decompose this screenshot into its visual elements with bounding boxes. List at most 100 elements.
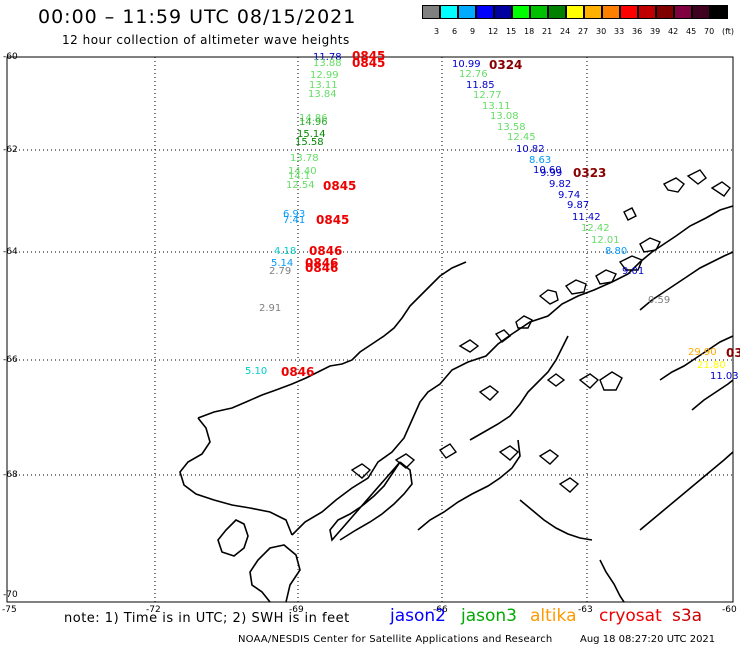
obs-label: 12.01 (591, 235, 620, 246)
lat-label-62: -62 (3, 145, 18, 155)
colorbar-swatch (458, 5, 476, 19)
graticule (7, 57, 733, 602)
colorbar-label: 70 (704, 27, 715, 36)
time-label: 0845 (352, 49, 386, 63)
obs-label: 12.45 (507, 132, 536, 143)
colorbar-swatch (638, 5, 656, 19)
colorbar-label: (ft) (722, 27, 735, 36)
colorbar-label: 3 (434, 27, 440, 36)
colorbar-label: 27 (578, 27, 589, 36)
colorbar-swatch (512, 5, 530, 19)
page-subtitle: 12 hour collection of altimeter wave hei… (62, 33, 350, 47)
obs-label: 10.82 (516, 144, 545, 155)
obs-label: 12.54 (286, 180, 315, 191)
colorbar-label: 30 (596, 27, 607, 36)
map-frame (6, 56, 734, 603)
colorbar-swatch (674, 5, 692, 19)
obs-label: 2.91 (259, 303, 282, 314)
obs-label: 5.10 (245, 366, 268, 377)
lon-label-60: -60 (722, 605, 737, 615)
colorbar-swatch (656, 5, 674, 19)
obs-label: 14.96 (299, 117, 328, 128)
time-label: 0845 (352, 56, 386, 70)
obs-label: 9.87 (567, 200, 590, 211)
obs-label: 2.79 (269, 266, 292, 277)
lon-label-69: -69 (289, 605, 304, 615)
lon-label-63: -63 (578, 605, 593, 615)
legend-jason3: jason3 (461, 606, 517, 626)
lat-label-70: -70 (3, 590, 18, 600)
lat-label-68: -68 (3, 470, 18, 480)
obs-label: 13.11 (309, 80, 338, 91)
colorbar-label: 12 (488, 27, 499, 36)
footer-note: note: 1) Time is in UTC; 2) SWH is in fe… (64, 611, 350, 626)
obs-label: 9.99 (540, 168, 563, 179)
obs-label: 15.14 (297, 129, 326, 140)
obs-label: 12.99 (310, 70, 339, 81)
time-label: 03 (726, 346, 740, 360)
obs-label: 9.74 (558, 190, 581, 201)
colorbar-swatch (494, 5, 512, 19)
time-label: 0846 (309, 244, 343, 258)
colorbar-swatch (692, 5, 710, 19)
time-label: 0846 (305, 261, 339, 275)
colorbar-swatch (530, 5, 548, 19)
lon-label-75: -75 (2, 605, 17, 615)
colorbar-label: 39 (650, 27, 661, 36)
obs-label: 12.42 (581, 223, 610, 234)
obs-label: 13.78 (290, 153, 319, 164)
lat-label-60: -60 (3, 52, 18, 62)
obs-label: 13.84 (308, 89, 337, 100)
colorbar-label: 6 (452, 27, 458, 36)
obs-label: 14.40 (288, 166, 317, 177)
obs-label: 15.58 (295, 137, 324, 148)
obs-label: 12.76 (459, 69, 488, 80)
time-label: 0845 (323, 179, 357, 193)
obs-label: 0.59 (648, 295, 671, 306)
obs-label: 29.90 (688, 347, 717, 358)
credit-date: Aug 18 08:27:20 UTC 2021 (580, 634, 716, 645)
colorbar-label: 33 (614, 27, 625, 36)
obs-label: 8.63 (529, 155, 552, 166)
legend-jason2: jason2 (390, 606, 446, 626)
lon-label-66: -66 (433, 605, 448, 615)
colorbar-swatch (476, 5, 494, 19)
obs-label: 13.88 (313, 58, 342, 69)
lat-label-66: -66 (3, 355, 18, 365)
colorbar-label: 36 (632, 27, 643, 36)
obs-label: 4.18 (274, 246, 297, 257)
colorbar-swatch (566, 5, 584, 19)
obs-label: 14.86 (299, 113, 328, 124)
obs-label: 10.60 (533, 165, 562, 176)
obs-label: 14.1 (288, 171, 311, 182)
obs-label: 11.85 (466, 80, 495, 91)
colorbar-label: 18 (524, 27, 535, 36)
credit-text: NOAA/NESDIS Center for Satellite Applica… (238, 634, 553, 645)
lat-label-64: -64 (3, 247, 18, 257)
obs-label: 21.80 (697, 360, 726, 371)
colorbar-swatch (584, 5, 602, 19)
obs-label: 6.93 (283, 209, 306, 220)
page-title: 00:00 – 11:59 UTC 08/15/2021 (38, 6, 357, 28)
obs-label: 7.41 (283, 215, 306, 226)
time-label: 0323 (573, 166, 607, 180)
colorbar-swatch (422, 5, 440, 19)
obs-label: 8.80 (605, 246, 628, 257)
obs-label: 12.77 (473, 90, 502, 101)
obs-label: 5.14 (271, 258, 294, 269)
legend-cryosat: cryosat (599, 606, 662, 626)
obs-label: 9.01 (622, 266, 645, 277)
time-label: 0845 (316, 213, 350, 227)
time-label: 0846 (281, 365, 315, 379)
coastline (179, 205, 734, 603)
colorbar-label: 24 (560, 27, 571, 36)
obs-label: 11.03 (710, 371, 739, 382)
obs-label: 10.99 (452, 59, 481, 70)
colorbar-swatch (548, 5, 566, 19)
colorbar-label: 9 (470, 27, 476, 36)
colorbar-label: 45 (686, 27, 697, 36)
colorbar-swatch (620, 5, 638, 19)
obs-label: 9.82 (549, 179, 572, 190)
time-label: 0846 (305, 256, 339, 270)
